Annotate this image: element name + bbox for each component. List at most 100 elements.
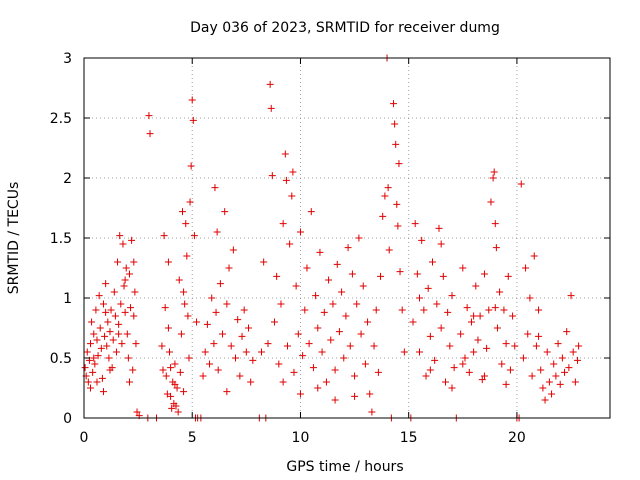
data-point [171, 360, 179, 368]
data-point [574, 356, 582, 364]
y-tick-label: 1 [63, 291, 72, 307]
data-point [448, 292, 456, 300]
data-point [117, 300, 125, 308]
data-point [303, 264, 311, 272]
data-point [105, 354, 113, 362]
data-point [541, 396, 549, 404]
data-point [123, 330, 131, 338]
data-point [476, 312, 484, 320]
data-point [279, 220, 287, 228]
data-point [325, 276, 333, 284]
data-point [366, 390, 374, 398]
data-point [240, 306, 248, 314]
data-point [346, 342, 354, 350]
data-point [121, 308, 129, 316]
data-point [537, 366, 545, 374]
data-point [331, 366, 339, 374]
data-point [111, 312, 119, 320]
data-point [556, 380, 564, 388]
data-point [314, 324, 322, 332]
data-point [294, 330, 302, 338]
data-point [288, 192, 296, 200]
x-tick-label: 0 [80, 430, 89, 446]
data-point [236, 372, 244, 380]
y-tick-label: 3 [63, 51, 72, 67]
x-axis-label: GPS time / hours [286, 459, 403, 475]
data-point [146, 130, 154, 138]
data-point [385, 246, 393, 254]
data-point [114, 258, 122, 266]
data-point [223, 300, 231, 308]
data-point [275, 360, 283, 368]
data-point [178, 208, 186, 216]
data-point [467, 318, 475, 326]
data-point [340, 354, 348, 362]
data-point [348, 270, 356, 278]
data-point [439, 272, 447, 280]
data-point [335, 328, 343, 336]
data-point [470, 348, 478, 356]
data-point [227, 342, 235, 350]
grid-lines [84, 58, 610, 418]
data-point [289, 168, 297, 176]
data-points [81, 54, 583, 422]
data-point [322, 378, 330, 386]
data-point [480, 270, 488, 278]
data-point [563, 328, 571, 336]
data-point [491, 220, 499, 228]
data-point [188, 96, 196, 104]
data-point [92, 306, 100, 314]
data-point [575, 342, 583, 350]
data-point [168, 404, 176, 412]
data-point [379, 212, 387, 220]
data-point [109, 336, 117, 344]
data-point [223, 388, 231, 396]
data-point [435, 224, 443, 232]
data-point [571, 378, 579, 386]
data-point [437, 240, 445, 248]
data-point [487, 198, 495, 206]
x-tick-label: 15 [400, 430, 418, 446]
data-point [299, 352, 307, 360]
data-point [441, 378, 449, 386]
data-point [189, 116, 197, 124]
axis-ticks: 0 5 10 15 20 0 0.5 1 1.5 2 2.5 3 [50, 51, 610, 446]
data-point [86, 340, 94, 348]
data-point [286, 240, 294, 248]
data-point [364, 318, 372, 326]
data-point [99, 300, 107, 308]
data-point [184, 312, 192, 320]
data-point [210, 340, 218, 348]
data-point [130, 312, 138, 320]
data-point [282, 176, 290, 184]
plot-frame [83, 57, 611, 419]
data-point [357, 330, 365, 338]
data-point [167, 364, 175, 372]
data-point [433, 300, 441, 308]
data-point [124, 354, 132, 362]
data-point [203, 320, 211, 328]
data-point [312, 292, 320, 300]
data-point [264, 340, 272, 348]
data-point [327, 336, 335, 344]
data-point [314, 384, 322, 392]
data-point [517, 180, 525, 188]
data-point [99, 388, 107, 396]
data-point [474, 336, 482, 344]
data-point [496, 288, 504, 296]
data-point [426, 366, 434, 374]
chart-title: Day 036 of 2023, SRMTID for receiver dum… [190, 20, 500, 36]
data-point [368, 408, 376, 416]
data-point [431, 356, 439, 364]
data-point [446, 342, 454, 350]
data-point [396, 268, 404, 276]
data-point [292, 282, 300, 290]
data-point [164, 324, 172, 332]
data-point [102, 280, 110, 288]
data-point [158, 342, 166, 350]
data-point [91, 360, 99, 368]
data-point [93, 378, 101, 386]
data-point [199, 372, 207, 380]
data-point [96, 324, 104, 332]
